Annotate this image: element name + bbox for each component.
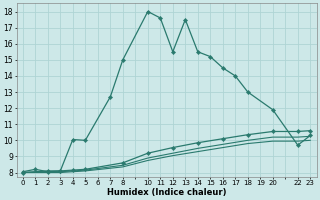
X-axis label: Humidex (Indice chaleur): Humidex (Indice chaleur) <box>107 188 226 197</box>
